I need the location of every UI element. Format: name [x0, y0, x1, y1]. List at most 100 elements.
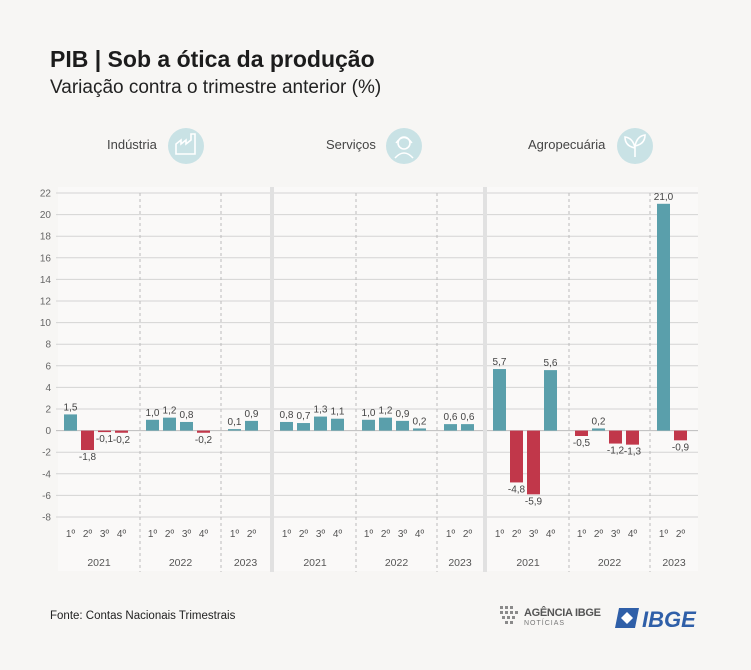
- data-label: 0,9: [245, 409, 259, 420]
- data-label: 1,0: [146, 408, 160, 419]
- y-tick-label: 14: [40, 275, 52, 286]
- year-label: 2021: [303, 557, 327, 569]
- bar: [331, 418, 344, 431]
- agencia-logo-subtext: NOTÍCIAS: [524, 620, 566, 627]
- data-label: 5,6: [544, 358, 558, 369]
- panel-separator: [483, 187, 487, 572]
- bar-chart: -8-6-4-202468101214161820221,51º-1,82º-0…: [40, 128, 698, 572]
- x-tick-label: 2º: [594, 529, 604, 540]
- x-tick-label: 2º: [512, 529, 522, 540]
- bar: [163, 417, 176, 431]
- panel-separator: [270, 187, 274, 572]
- year-label: 2022: [169, 557, 193, 569]
- y-tick-label: 12: [40, 297, 52, 308]
- x-tick-label: 1º: [230, 529, 240, 540]
- year-label: 2022: [385, 557, 409, 569]
- bar: [674, 430, 687, 441]
- data-label: 1,5: [64, 402, 78, 413]
- year-label: 2022: [598, 557, 622, 569]
- y-tick-label: 4: [45, 383, 51, 394]
- y-tick-label: 8: [45, 340, 51, 351]
- x-tick-label: 2º: [381, 529, 391, 540]
- data-label: 0,6: [461, 412, 475, 423]
- bar: [592, 428, 605, 431]
- bar: [444, 424, 457, 431]
- bar: [362, 419, 375, 431]
- bar: [64, 414, 77, 431]
- data-label: -0,9: [672, 442, 690, 453]
- y-tick-label: 18: [40, 232, 52, 243]
- data-label: -0,2: [113, 435, 131, 446]
- bar: [146, 419, 159, 431]
- panel-label-servicos: Serviços: [326, 137, 376, 152]
- x-tick-label: 4º: [117, 529, 127, 540]
- x-tick-label: 1º: [148, 529, 158, 540]
- y-tick-label: -4: [42, 469, 51, 480]
- x-tick-label: 1º: [446, 529, 456, 540]
- x-tick-label: 3º: [611, 529, 621, 540]
- x-tick-label: 1º: [364, 529, 374, 540]
- data-label: 1,2: [163, 406, 177, 417]
- bar: [197, 430, 210, 433]
- chart-title: PIB | Sob a ótica da produção: [50, 46, 375, 72]
- y-tick-label: -6: [42, 491, 51, 502]
- panel-bg-1: [274, 187, 483, 571]
- ibge-logo: IBGE: [613, 606, 713, 632]
- year-label: 2023: [662, 557, 686, 569]
- bar: [657, 203, 670, 431]
- y-tick-label: 20: [40, 210, 52, 221]
- bar: [81, 430, 94, 451]
- data-label: -0,2: [195, 435, 213, 446]
- x-tick-label: 1º: [659, 529, 669, 540]
- bar: [461, 424, 474, 431]
- x-tick-label: 2º: [463, 529, 473, 540]
- x-tick-label: 3º: [182, 529, 192, 540]
- headset-person-icon: [386, 128, 422, 164]
- data-label: 0,2: [413, 416, 427, 427]
- headset-body-shape: [394, 152, 414, 159]
- data-label: -4,8: [508, 484, 526, 495]
- y-tick-label: 0: [45, 426, 51, 437]
- bar: [413, 428, 426, 431]
- y-tick-label: -2: [42, 448, 51, 459]
- y-tick-label: 16: [40, 253, 52, 264]
- sprout-icon-shape: [624, 134, 646, 157]
- bar: [280, 421, 293, 431]
- data-label: 1,2: [379, 406, 393, 417]
- data-label: 21,0: [654, 192, 674, 203]
- bar: [493, 369, 506, 431]
- panel-label-agropecuaria: Agropecuária: [528, 137, 606, 152]
- data-label: 0,1: [228, 417, 242, 428]
- bar: [544, 370, 557, 431]
- x-tick-label: 2º: [165, 529, 175, 540]
- year-label: 2021: [87, 557, 111, 569]
- data-label: -1,3: [624, 447, 642, 458]
- ibge-mark-icon: [615, 608, 639, 628]
- x-tick-label: 3º: [529, 529, 539, 540]
- data-label: -0,1: [96, 434, 114, 445]
- data-label: 0,7: [297, 411, 311, 422]
- y-tick-label: 10: [40, 318, 52, 329]
- bar: [609, 430, 622, 444]
- agencia-ibge-logo: AGÊNCIA IBGE NOTÍCIAS: [498, 604, 601, 632]
- data-label: 5,7: [493, 357, 507, 368]
- data-label: -1,8: [79, 452, 97, 463]
- data-label: 0,8: [280, 410, 294, 421]
- x-tick-label: 4º: [199, 529, 209, 540]
- bar: [510, 430, 523, 483]
- year-label: 2023: [448, 557, 472, 569]
- chart-subtitle: Variação contra o trimestre anterior (%): [50, 77, 382, 98]
- x-tick-label: 3º: [100, 529, 110, 540]
- x-tick-label: 2º: [247, 529, 257, 540]
- bar: [228, 429, 241, 431]
- bar: [297, 423, 310, 431]
- year-label: 2021: [516, 557, 540, 569]
- x-tick-label: 3º: [316, 529, 326, 540]
- panel-label-industria: Indústria: [107, 137, 157, 152]
- headset-band-shape: [395, 136, 413, 144]
- bar: [115, 430, 128, 433]
- bar: [396, 420, 409, 431]
- year-label: 2023: [234, 557, 258, 569]
- panel-bg-0: [58, 187, 270, 571]
